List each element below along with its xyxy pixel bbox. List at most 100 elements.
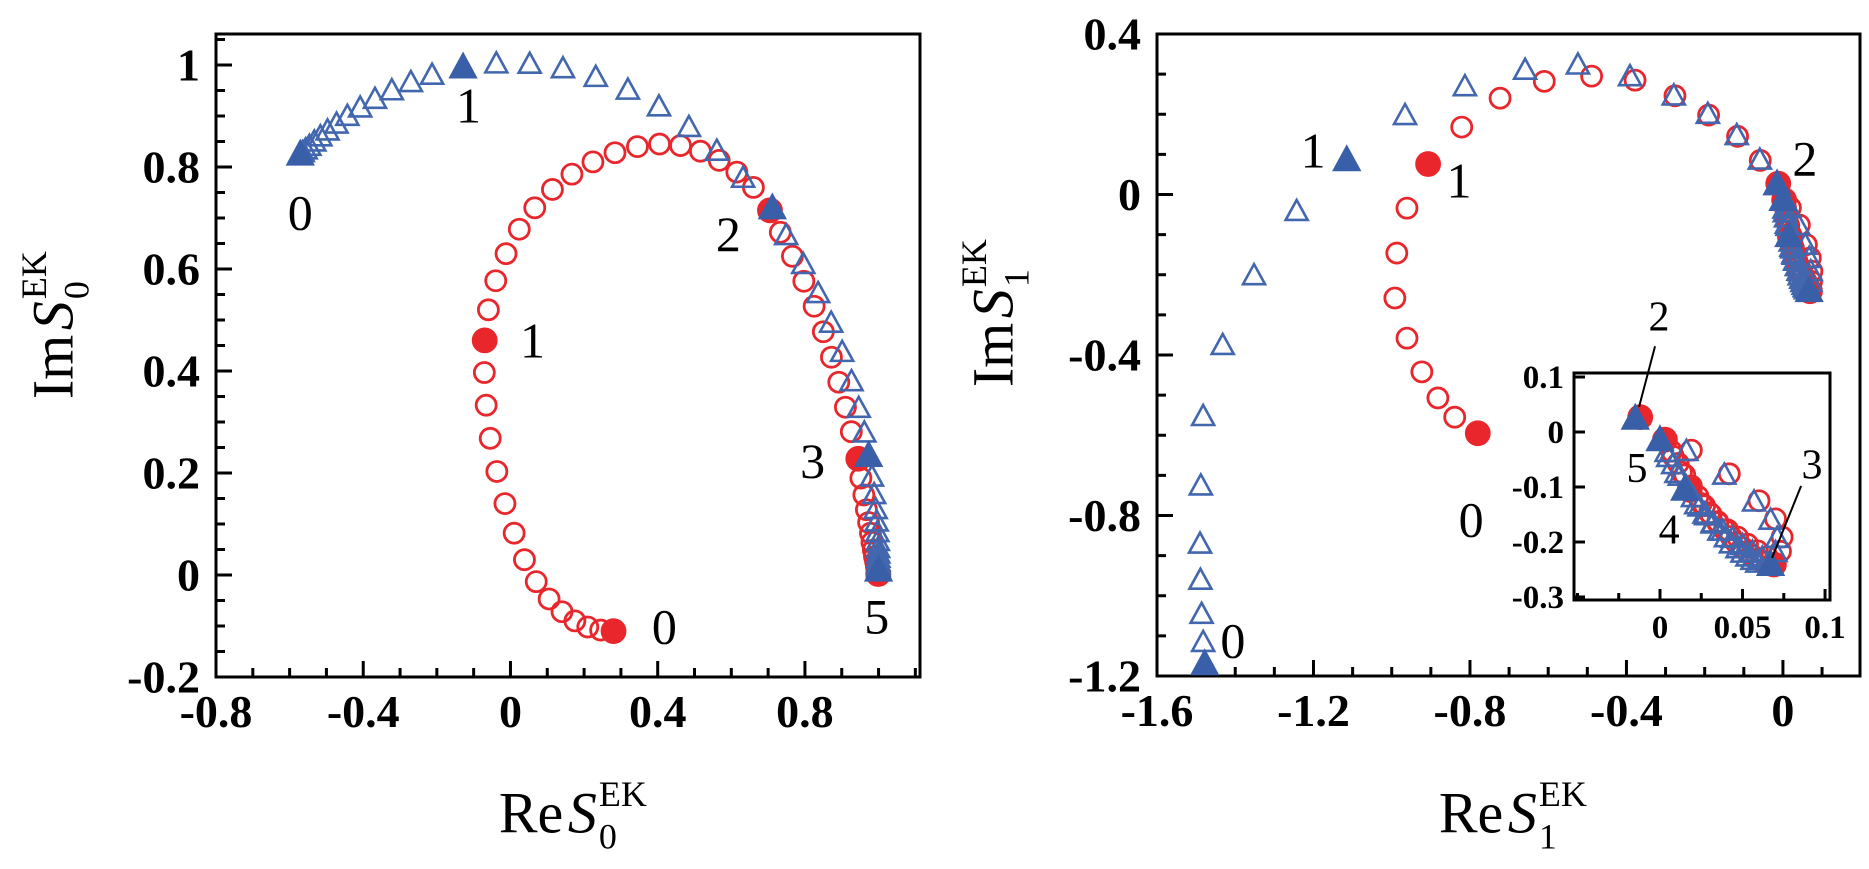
axis-title-prefix: Im [960, 323, 1025, 387]
y-axis-title: Im SEK 0 [14, 251, 96, 399]
filled-triangle-marker-0 [285, 138, 315, 166]
y-tick-label: -0.2 [1512, 525, 1564, 561]
filled-triangle-marker-1 [448, 51, 478, 79]
y-tick-label: 0 [1118, 169, 1141, 220]
y-tick-label: -0.8 [1068, 490, 1141, 541]
left-panel-frame [214, 32, 922, 679]
open-triangle-marker [1511, 56, 1539, 81]
y-tick-label: -0.2 [127, 652, 200, 703]
x-tick-label: 0 [499, 686, 522, 737]
open-triangle-marker [1717, 529, 1745, 554]
open-triangle-marker [1673, 437, 1700, 462]
filled-triangle-marker-4 [1670, 473, 1700, 501]
axis-title-symbol: S [20, 301, 85, 330]
point-label: 2 [1649, 295, 1670, 341]
open-triangle-marker [1660, 81, 1687, 106]
open-circle-marker [1410, 360, 1434, 384]
open-circle-marker [1623, 68, 1647, 92]
x-tick-label: 0.8 [776, 686, 834, 737]
open-circle-marker [820, 345, 843, 369]
right-panel: -1.6 -1.2 -0.8 -0.4 0-1.2-0.8-0.400.411 200Re… [954, 9, 1862, 857]
open-circle-marker [472, 361, 496, 384]
axis-title-superscript: EK [1539, 774, 1587, 814]
open-circle-marker [1532, 69, 1556, 93]
open-triangle-marker [1451, 72, 1479, 97]
y-tick-label: 0.1 [1523, 360, 1564, 396]
left-panel: -0.8 -0.4 0 0.4 0.8 -0.2 0 0.2 0.4 0.6 0.8 1 0 1 1 2 3 5 0… [14, 32, 922, 857]
open-triangle-marker [804, 279, 832, 304]
axis-title-subscript: 0 [599, 817, 617, 857]
open-triangle-marker [582, 63, 609, 88]
point-label: 0 [1220, 612, 1245, 668]
open-triangle-marker [1186, 529, 1214, 554]
x-tick-label: -0.8 [1434, 685, 1507, 736]
open-triangle-marker [1724, 534, 1751, 559]
inset-panel: 0 0.05 0.1 0.1 0 -0.1 -0.2 -0.3 2 3 54 [1512, 295, 1846, 646]
y-tick-label: 0.2 [143, 448, 201, 499]
right-panel-frame [1155, 32, 1862, 678]
axis-title-superscript: EK [954, 239, 994, 287]
x-tick-label: -0.4 [327, 686, 400, 737]
open-circle-marker [502, 521, 526, 545]
axis-title-symbol: S [960, 289, 1025, 318]
point-label: 0 [288, 184, 313, 240]
left-panel-triangles-series [285, 49, 894, 582]
open-triangle-marker [1739, 546, 1766, 571]
y-tick-label: 0.4 [143, 346, 201, 397]
open-triangle-marker [817, 308, 845, 333]
open-triangle-marker [314, 116, 341, 141]
point-label: 2 [1792, 130, 1817, 186]
open-circle-marker [1580, 64, 1604, 88]
open-triangle-marker [1616, 62, 1644, 87]
open-circle-marker [802, 294, 826, 318]
open-triangle-marker [1189, 402, 1217, 427]
open-circle-marker [484, 269, 508, 293]
open-circle-marker [507, 217, 531, 241]
right-panel-triangles-series [1186, 50, 1824, 676]
open-triangle-marker [1391, 101, 1419, 126]
open-triangle-marker [1744, 548, 1771, 573]
open-triangle-marker [838, 367, 865, 392]
open-triangle-marker [851, 418, 878, 443]
open-triangle-marker [334, 102, 361, 127]
y-tick-label: 1 [177, 40, 200, 91]
axis-title-superscript: EK [14, 251, 54, 299]
open-triangle-marker [1734, 542, 1761, 567]
x-axis-title: Re S EK0 [499, 774, 647, 856]
point-label: 0 [1459, 492, 1484, 548]
open-triangle-marker [675, 113, 703, 138]
axis-title-prefix: Im [20, 335, 85, 399]
x-tick-label: 0.05 [1714, 610, 1772, 646]
x-tick-label: -1.6 [1121, 685, 1194, 736]
open-circle-marker [792, 269, 816, 293]
open-circle-marker [576, 615, 600, 639]
open-triangle-marker [845, 394, 872, 419]
annotation-leader-line [1771, 485, 1803, 559]
filled-triangle-marker-5 [863, 554, 894, 582]
open-triangle-marker [1694, 100, 1722, 125]
axis-title-subscript: 1 [1539, 817, 1557, 857]
open-triangle-marker [862, 495, 889, 520]
open-triangle-marker [1780, 240, 1808, 265]
point-label: 1 [1301, 122, 1326, 178]
open-triangle-marker [1283, 197, 1310, 222]
open-triangle-marker [1209, 331, 1236, 356]
open-triangle-marker [378, 76, 406, 101]
open-circle-marker [524, 570, 548, 594]
inset-panel-frame [1572, 371, 1832, 602]
x-tick-label: 0.4 [629, 686, 687, 737]
open-circle-marker [603, 141, 627, 165]
open-triangle-marker [1712, 523, 1740, 548]
open-triangle-marker [1187, 471, 1215, 496]
open-triangle-marker [1188, 600, 1215, 625]
y-tick-label: -0.1 [1512, 470, 1564, 506]
open-triangle-marker [828, 338, 856, 363]
open-circle-marker [494, 242, 518, 266]
filled-triangle-marker-5 [1768, 184, 1798, 212]
open-circle-marker [537, 587, 561, 611]
open-triangle-marker [614, 75, 642, 100]
open-triangle-marker [772, 221, 800, 246]
open-circle-marker [523, 196, 547, 220]
y-tick-label: 0.6 [143, 244, 201, 295]
axis-title-subscript: 1 [997, 269, 1037, 287]
